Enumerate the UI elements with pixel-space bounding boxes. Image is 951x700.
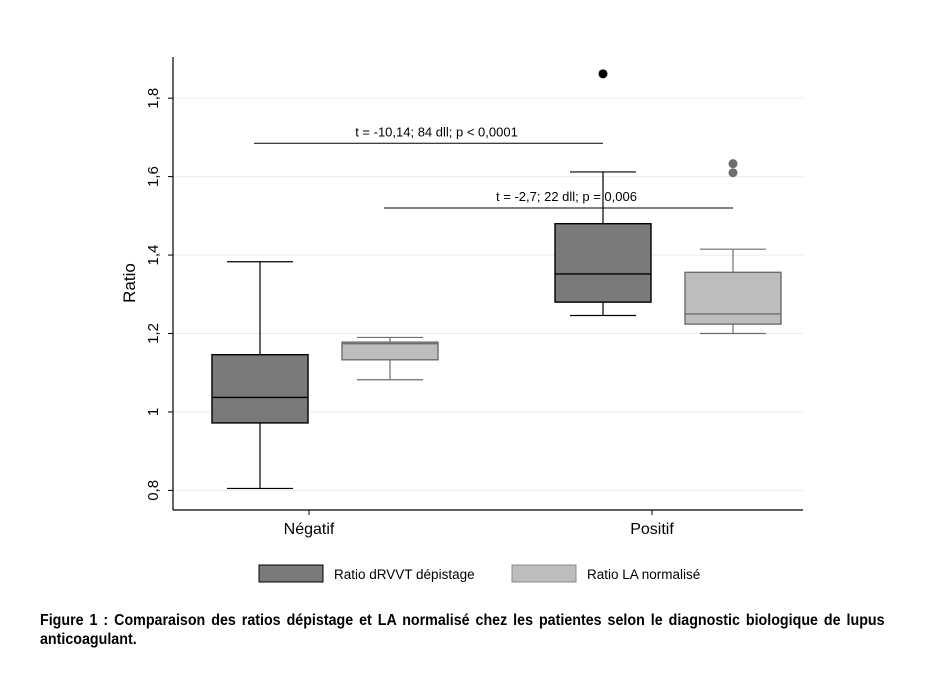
y-tick-label-1: 1 — [145, 408, 162, 416]
outlier-point-0 — [728, 168, 738, 178]
annotation-text-1: t = -2,7; 22 dll; p = 0,006 — [496, 189, 637, 204]
axes — [168, 57, 803, 515]
y-tick-labels: 0,8 1 1,2 1,4 1,6 1,8 — [145, 88, 162, 501]
figure-caption: Figure 1 : Comparaison des ratios dépist… — [40, 612, 885, 648]
box-1-négatif — [341, 336, 439, 381]
category-label-négatif: Négatif — [284, 521, 335, 538]
legend-label-1: Ratio LA normalisé — [587, 567, 700, 582]
box-0-négatif — [211, 261, 309, 490]
legend-swatch-0 — [258, 564, 324, 583]
legend-swatch-1 — [511, 564, 577, 583]
y-tick-label-4: 1,6 — [145, 166, 162, 187]
box-plot-chart: 0,8 1 1,2 1,4 1,6 1,8 t = -10,14; 84 dll; p <… — [120, 57, 803, 583]
outlier-point-0 — [598, 69, 608, 79]
y-tick-label-3: 1,4 — [145, 245, 162, 266]
outlier-point-1 — [728, 159, 738, 169]
box-0-positif — [554, 69, 652, 317]
legend-label-0: Ratio dRVVT dépistage — [334, 567, 475, 582]
box-1-positif — [684, 159, 782, 335]
annotation-text-0: t = -10,14; 84 dll; p < 0,0001 — [355, 124, 518, 139]
iqr-box — [211, 353, 309, 424]
annotations: t = -10,14; 84 dll; p < 0,0001 t = -2,7; … — [254, 124, 733, 209]
iqr-box — [341, 341, 439, 361]
boxes — [211, 69, 782, 490]
y-tick-label-5: 1,8 — [145, 88, 162, 109]
legend: Ratio dRVVT dépistage Ratio LA normalisé — [258, 564, 700, 583]
y-tick-label-0: 0,8 — [145, 480, 162, 501]
y-tick-label-2: 1,2 — [145, 323, 162, 344]
iqr-box — [554, 222, 652, 303]
iqr-box — [684, 271, 782, 325]
category-label-positif: Positif — [630, 521, 674, 538]
category-labels: Négatif Positif — [284, 521, 675, 538]
y-axis-label: Ratio — [120, 263, 139, 303]
